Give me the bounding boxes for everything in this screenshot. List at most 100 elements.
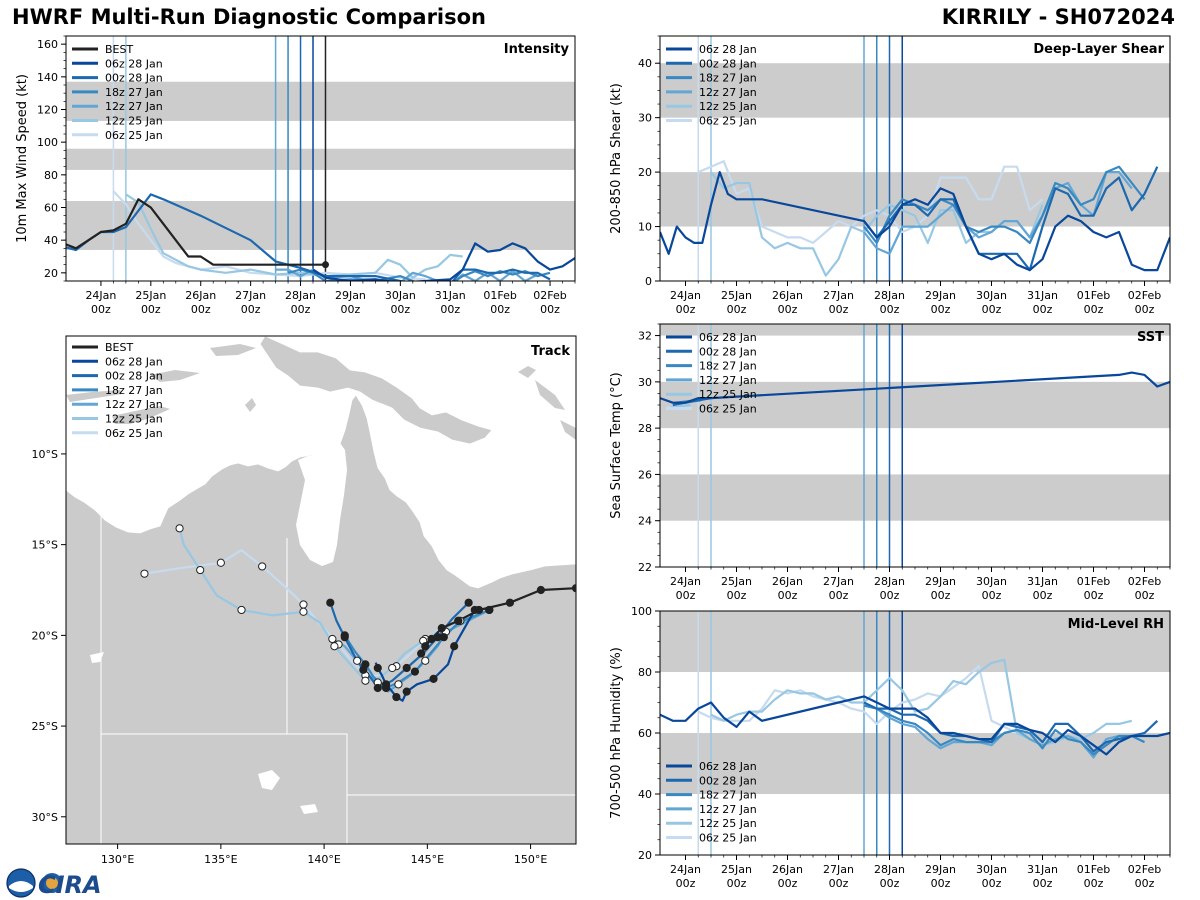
x-tick-sublabel: 00z <box>390 303 410 316</box>
island-bougainville <box>535 380 565 410</box>
series-line-12z-25-jan <box>710 171 1044 277</box>
sst-title: SST <box>1137 330 1164 345</box>
lon-tick-label: 140°E <box>307 853 340 866</box>
series-line-18z-27-jan <box>287 268 551 281</box>
x-tick-label: 31Jan <box>1027 863 1058 876</box>
track-position-marker <box>359 665 368 674</box>
legend-label: 06z 25 Jan <box>105 129 163 142</box>
threshold-band <box>660 474 1170 521</box>
x-tick-label: 26Jan <box>772 575 803 588</box>
legend-label: 12z 27 Jan <box>699 86 757 99</box>
x-tick-sublabel: 00z <box>727 877 747 890</box>
track-position-marker <box>421 656 430 665</box>
intensity-plot-area <box>66 36 575 281</box>
x-tick-sublabel: 00z <box>1084 877 1104 890</box>
lat-tick-label: 15°S <box>32 539 58 552</box>
x-tick-label: 27Jan <box>823 863 854 876</box>
x-tick-label: 25Jan <box>721 575 752 588</box>
x-tick-sublabel: 00z <box>982 877 1002 890</box>
lon-tick-label: 135°E <box>204 853 237 866</box>
y-tick-label: 26 <box>638 468 652 481</box>
x-tick-label: 24Jan <box>670 863 701 876</box>
x-tick-sublabel: 00z <box>727 303 747 316</box>
y-tick-label: 20 <box>638 849 652 862</box>
x-tick-label: 30Jan <box>976 289 1007 302</box>
legend-label: 00z 28 Jan <box>105 370 163 383</box>
legend-label: 06z 25 Jan <box>699 403 757 416</box>
x-tick-label: 30Jan <box>385 289 416 302</box>
series-line-18z-27-jan <box>863 165 1146 244</box>
lake-shape <box>258 770 280 790</box>
x-tick-sublabel: 00z <box>880 303 900 316</box>
x-tick-sublabel: 00z <box>931 303 951 316</box>
legend-label: 00z 28 Jan <box>699 345 757 358</box>
y-tick-label: 10 <box>638 221 652 234</box>
track-position-marker <box>328 634 337 644</box>
legend-label: 18z 27 Jan <box>699 360 757 373</box>
legend-label: 00z 28 Jan <box>105 72 163 85</box>
x-tick-label: 29Jan <box>335 289 366 302</box>
page-title: HWRF Multi-Run Diagnostic Comparison <box>12 5 487 29</box>
y-tick-label: 80 <box>638 666 652 679</box>
track-position-marker <box>373 663 382 673</box>
x-tick-sublabel: 00z <box>91 303 111 316</box>
x-tick-label: 25Jan <box>721 863 752 876</box>
island-seram <box>210 344 256 356</box>
x-tick-label: 25Jan <box>135 289 166 302</box>
rh-ylabel: 700-500 hPa Humidity (%) <box>609 647 624 819</box>
threshold-band <box>660 63 1170 118</box>
x-tick-sublabel: 00z <box>778 303 798 316</box>
x-tick-label: 28Jan <box>285 289 316 302</box>
legend-label: 12z 25 Jan <box>105 115 163 128</box>
storm-id-title: KIRRILY - SH072024 <box>941 5 1175 29</box>
y-tick-label: 40 <box>44 234 58 247</box>
legend-label: 06z 25 Jan <box>699 115 757 128</box>
x-tick-sublabel: 00z <box>829 303 849 316</box>
x-tick-sublabel: 00z <box>778 589 798 602</box>
legend-label: 12z 27 Jan <box>699 374 757 387</box>
x-tick-label: 26Jan <box>185 289 216 302</box>
y-tick-label: 60 <box>638 727 652 740</box>
legend-label: 06z 25 Jan <box>105 427 163 440</box>
track-position-marker <box>450 642 459 651</box>
cira-logo-text: CIRA <box>38 871 102 899</box>
legend-label: 06z 28 Jan <box>699 760 757 773</box>
legend-label: 18z 27 Jan <box>105 384 163 397</box>
lon-tick-label: 130°E <box>101 853 134 866</box>
legend-label: 18z 27 Jan <box>699 72 757 85</box>
x-tick-label: 29Jan <box>925 289 956 302</box>
track-position-marker <box>326 598 335 607</box>
intensity-chart: 2040608010012014016024Jan00z25Jan00z26Ja… <box>15 35 576 316</box>
track-position-marker <box>536 585 545 595</box>
threshold-band <box>660 611 1170 672</box>
x-tick-label: 28Jan <box>874 289 905 302</box>
track-position-marker <box>237 605 246 615</box>
legend-label: 12z 27 Jan <box>699 803 757 816</box>
x-tick-sublabel: 00z <box>1033 303 1053 316</box>
x-tick-label: 28Jan <box>874 863 905 876</box>
x-tick-sublabel: 00z <box>931 877 951 890</box>
x-tick-sublabel: 00z <box>880 589 900 602</box>
series-line-12z-25-jan <box>710 658 1133 747</box>
y-tick-label: 60 <box>44 202 58 215</box>
legend-label: 06z 28 Jan <box>699 331 757 344</box>
y-tick-label: 0 <box>645 275 652 288</box>
x-tick-label: 30Jan <box>976 575 1007 588</box>
x-tick-sublabel: 00z <box>540 303 560 316</box>
legend-label: 12z 25 Jan <box>699 388 757 401</box>
intensity-ylabel: 10m Max Wind Speed (kt) <box>15 74 30 243</box>
y-tick-label: 100 <box>631 605 652 618</box>
track-position-marker <box>454 616 463 625</box>
lon-tick-label: 145°E <box>411 853 444 866</box>
series-line-00z-28-jan <box>863 166 1159 272</box>
y-tick-label: 30 <box>638 112 652 125</box>
flores-islands <box>66 390 122 402</box>
x-tick-sublabel: 00z <box>191 303 211 316</box>
x-tick-sublabel: 00z <box>1033 589 1053 602</box>
lake-shape <box>300 804 318 814</box>
x-tick-label: 02Feb <box>1128 289 1161 302</box>
rh-plot-area <box>660 611 1170 855</box>
x-tick-label: 24Jan <box>670 289 701 302</box>
shear-title: Deep-Layer Shear <box>1033 42 1164 57</box>
gulf-of-carpentaria <box>296 440 347 566</box>
